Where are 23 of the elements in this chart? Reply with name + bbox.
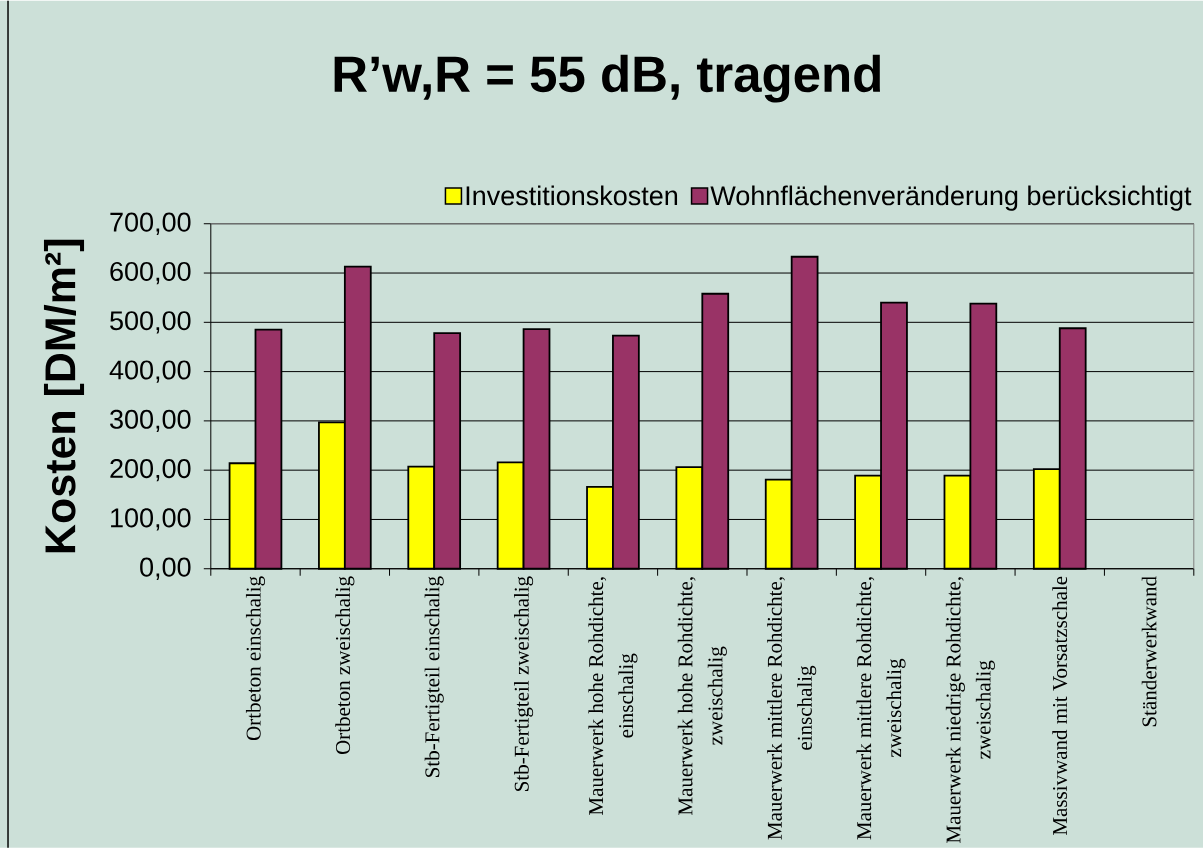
y-axis-title: Kosten [DM/m²] [43, 239, 85, 552]
x-tick-label: Mauerwerk mittlere Rohdichte, zweischalig [856, 577, 906, 840]
x-tick-label: Stb-Fertigteil zweischalig [514, 576, 534, 791]
legend-label: Wohnflächenveränderung berücksichtigt [710, 185, 1192, 211]
y-tick-label: 300,00 [110, 409, 191, 432]
legend-label: Investitionskosten [466, 185, 678, 206]
y-tick-label: 600,00 [110, 261, 191, 284]
y-tick-label: 700,00 [110, 212, 191, 235]
x-tick-label: Mauerwerk niedrige Rohdichte, zweischalig [945, 577, 995, 843]
y-tick-label: 0,00 [140, 557, 191, 580]
y-tick-label: 200,00 [110, 458, 191, 482]
x-tick-label: Ständerwerkwand [1141, 575, 1157, 726]
y-tick-label: 400,00 [109, 360, 191, 383]
y-tick-label: 100,00 [111, 508, 191, 531]
x-tick-label: Stb-Fertigteil einschalig [424, 576, 444, 777]
chart-title: R’w,R = 55 dB, tragend [334, 54, 880, 103]
x-tick-label: Mauerwerk mittlere Rohdichte, einschalig [767, 577, 817, 840]
x-tick-label: Massivwand mit Vorsatzschale [1052, 576, 1068, 835]
x-tick-label: Mauerwerk hohe Rohdichte, zweischalig [677, 577, 727, 815]
x-tick-label: Ortbeton zweischalig [335, 576, 355, 754]
y-tick-label: 500,00 [110, 310, 191, 334]
x-tick-label: Ortbeton einschalig [245, 576, 266, 740]
x-tick-label: Mauerwerk hohe Rohdichte, einschalig [588, 577, 638, 815]
